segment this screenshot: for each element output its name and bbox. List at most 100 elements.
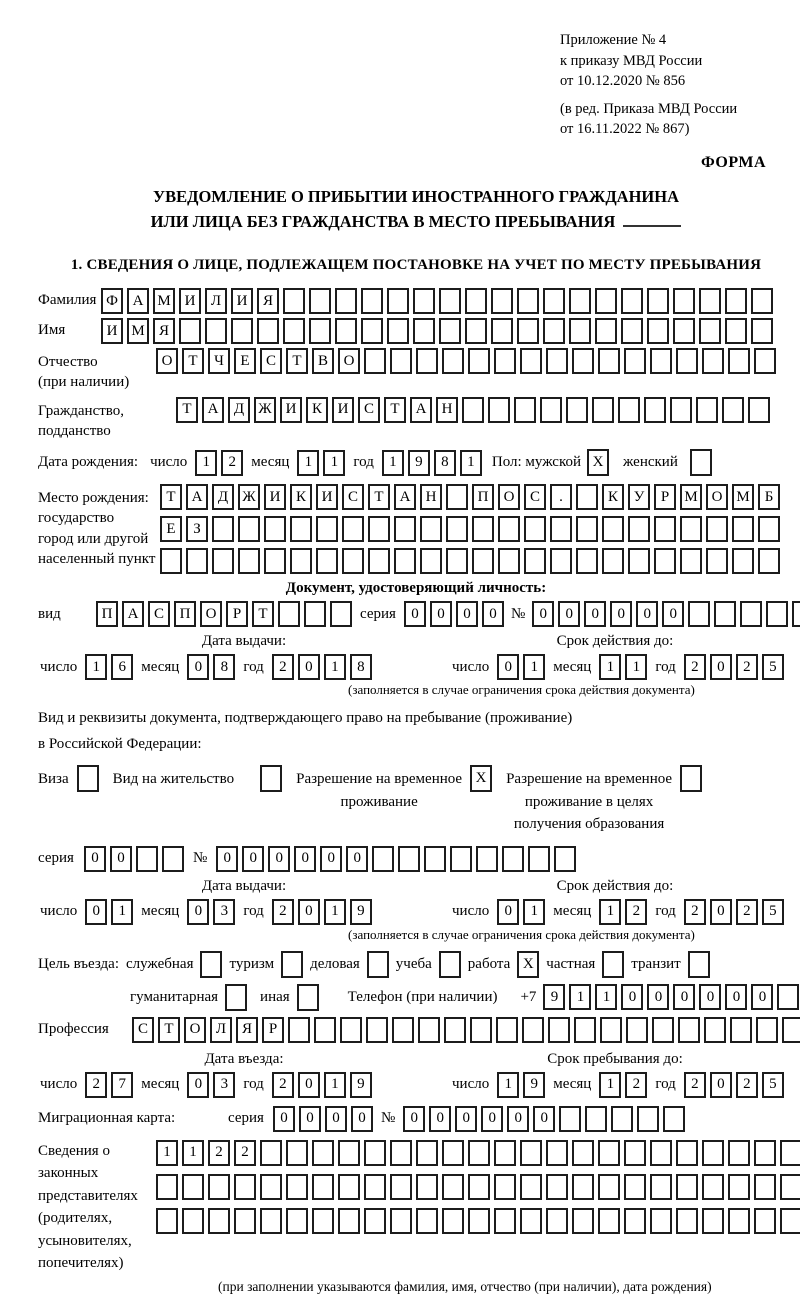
char-cell[interactable]: [442, 1173, 464, 1200]
char-cell[interactable]: [628, 516, 650, 543]
char-cell[interactable]: [468, 1139, 490, 1166]
char-cell[interactable]: [161, 845, 184, 872]
char-cell[interactable]: П: [174, 601, 196, 628]
char-cell[interactable]: [748, 396, 770, 423]
char-cell[interactable]: 0: [294, 845, 317, 872]
char-cell[interactable]: 0: [268, 845, 291, 872]
char-cell[interactable]: 2: [735, 898, 758, 925]
char-cell[interactable]: С: [342, 484, 364, 511]
char-cell[interactable]: Д: [212, 484, 234, 511]
char-cell[interactable]: О: [706, 484, 728, 511]
char-cell[interactable]: [585, 1105, 608, 1132]
char-cell[interactable]: [290, 516, 312, 543]
char-cell[interactable]: [696, 396, 718, 423]
char-cell[interactable]: [390, 1173, 412, 1200]
char-cell[interactable]: [212, 516, 234, 543]
char-cell[interactable]: [706, 516, 728, 543]
char-cell[interactable]: 1: [85, 654, 108, 681]
char-cell[interactable]: 2: [221, 449, 244, 476]
char-cell[interactable]: [450, 845, 473, 872]
char-cell[interactable]: О: [156, 348, 178, 375]
char-cell[interactable]: 0: [636, 601, 659, 628]
char-cell[interactable]: [569, 288, 591, 315]
char-cell[interactable]: [728, 1139, 750, 1166]
char-cell[interactable]: [424, 845, 447, 872]
char-cell[interactable]: Б: [758, 484, 780, 511]
char-cell[interactable]: 0: [187, 1071, 210, 1098]
char-cell[interactable]: [338, 1139, 360, 1166]
char-cell[interactable]: [754, 348, 776, 375]
char-cell[interactable]: [650, 1139, 672, 1166]
char-cell[interactable]: Т: [286, 348, 308, 375]
char-cell[interactable]: [494, 348, 516, 375]
sex-male-checkbox[interactable]: X: [587, 449, 610, 477]
char-cell[interactable]: 2: [683, 898, 706, 925]
char-cell[interactable]: [524, 548, 546, 575]
char-cell[interactable]: 8: [349, 654, 372, 681]
char-cell[interactable]: [330, 601, 352, 628]
char-cell[interactable]: Я: [236, 1016, 258, 1043]
char-cell[interactable]: [338, 1173, 360, 1200]
char-cell[interactable]: [231, 318, 253, 345]
char-cell[interactable]: [592, 396, 614, 423]
char-cell[interactable]: [361, 318, 383, 345]
char-cell[interactable]: [782, 1016, 800, 1043]
char-cell[interactable]: [264, 548, 286, 575]
char-cell[interactable]: 2: [208, 1139, 230, 1166]
char-cell[interactable]: 0: [403, 601, 426, 628]
char-cell[interactable]: 2: [683, 654, 706, 681]
char-cell[interactable]: 6: [111, 654, 134, 681]
char-cell[interactable]: З: [186, 516, 208, 543]
char-cell[interactable]: [498, 516, 520, 543]
char-cell[interactable]: 0: [83, 845, 106, 872]
char-cell[interactable]: Л: [210, 1016, 232, 1043]
char-cell[interactable]: [234, 1173, 256, 1200]
char-cell[interactable]: [494, 1207, 516, 1234]
purpose-work-checkbox[interactable]: X: [517, 950, 540, 978]
char-cell[interactable]: [602, 516, 624, 543]
char-cell[interactable]: П: [472, 484, 494, 511]
char-cell[interactable]: .: [550, 484, 572, 511]
char-cell[interactable]: [650, 1207, 672, 1234]
purpose-humanitarian-checkbox[interactable]: [225, 983, 248, 1011]
char-cell[interactable]: [699, 318, 721, 345]
purpose-business-checkbox[interactable]: [366, 950, 389, 978]
char-cell[interactable]: [598, 348, 620, 375]
char-cell[interactable]: 0: [647, 984, 670, 1011]
char-cell[interactable]: [135, 845, 158, 872]
char-cell[interactable]: [442, 1207, 464, 1234]
char-cell[interactable]: [446, 516, 468, 543]
char-cell[interactable]: [416, 348, 438, 375]
char-cell[interactable]: [468, 348, 490, 375]
char-cell[interactable]: Т: [160, 484, 182, 511]
char-cell[interactable]: [309, 318, 331, 345]
char-cell[interactable]: [238, 516, 260, 543]
char-cell[interactable]: [704, 1016, 726, 1043]
char-cell[interactable]: [366, 1016, 388, 1043]
char-cell[interactable]: [476, 845, 499, 872]
char-cell[interactable]: [260, 1173, 282, 1200]
char-cell[interactable]: Т: [158, 1016, 180, 1043]
char-cell[interactable]: [699, 288, 721, 315]
char-cell[interactable]: [728, 348, 750, 375]
char-cell[interactable]: У: [628, 484, 650, 511]
char-cell[interactable]: 9: [349, 1071, 372, 1098]
char-cell[interactable]: [624, 348, 646, 375]
char-cell[interactable]: [576, 548, 598, 575]
char-cell[interactable]: [304, 601, 326, 628]
char-cell[interactable]: [758, 548, 780, 575]
char-cell[interactable]: [600, 1016, 622, 1043]
char-cell[interactable]: [550, 548, 572, 575]
char-cell[interactable]: [257, 318, 279, 345]
char-cell[interactable]: [751, 318, 773, 345]
char-cell[interactable]: [766, 601, 789, 628]
char-cell[interactable]: [777, 984, 800, 1011]
char-cell[interactable]: 8: [433, 449, 456, 476]
char-cell[interactable]: 0: [709, 898, 732, 925]
char-cell[interactable]: [290, 548, 312, 575]
char-cell[interactable]: [598, 1173, 620, 1200]
char-cell[interactable]: 5: [761, 1071, 784, 1098]
char-cell[interactable]: 0: [85, 898, 108, 925]
char-cell[interactable]: [312, 1207, 334, 1234]
char-cell[interactable]: 0: [709, 654, 732, 681]
